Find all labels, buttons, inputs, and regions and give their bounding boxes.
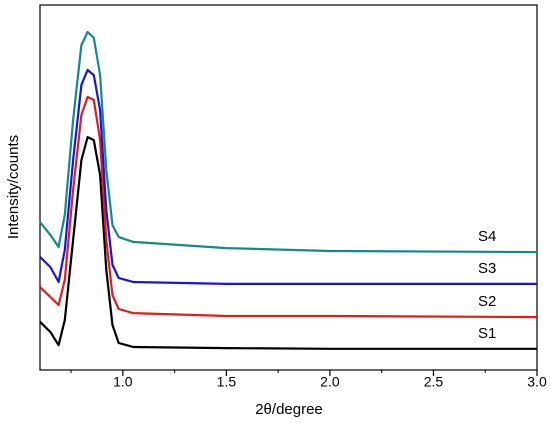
series-line xyxy=(39,136,537,350)
y-axis-label: Intensity/counts xyxy=(5,135,22,239)
series-label: S4 xyxy=(478,228,496,245)
x-tick-label: 2.0 xyxy=(320,374,340,390)
x-tick-label: 1.5 xyxy=(217,374,237,390)
x-tick-label: 1.0 xyxy=(113,374,133,390)
x-tick-label: 3.0 xyxy=(527,374,547,390)
series-line xyxy=(39,95,538,319)
plot-frame xyxy=(39,4,538,371)
series-label: S2 xyxy=(478,293,496,310)
x-axis-label: 2θ/degree xyxy=(255,401,323,418)
x-tick-label: 2.5 xyxy=(424,374,444,390)
series-line xyxy=(39,68,537,285)
series-label: S3 xyxy=(478,260,496,277)
series-line xyxy=(39,30,538,254)
series-label: S1 xyxy=(478,325,496,342)
